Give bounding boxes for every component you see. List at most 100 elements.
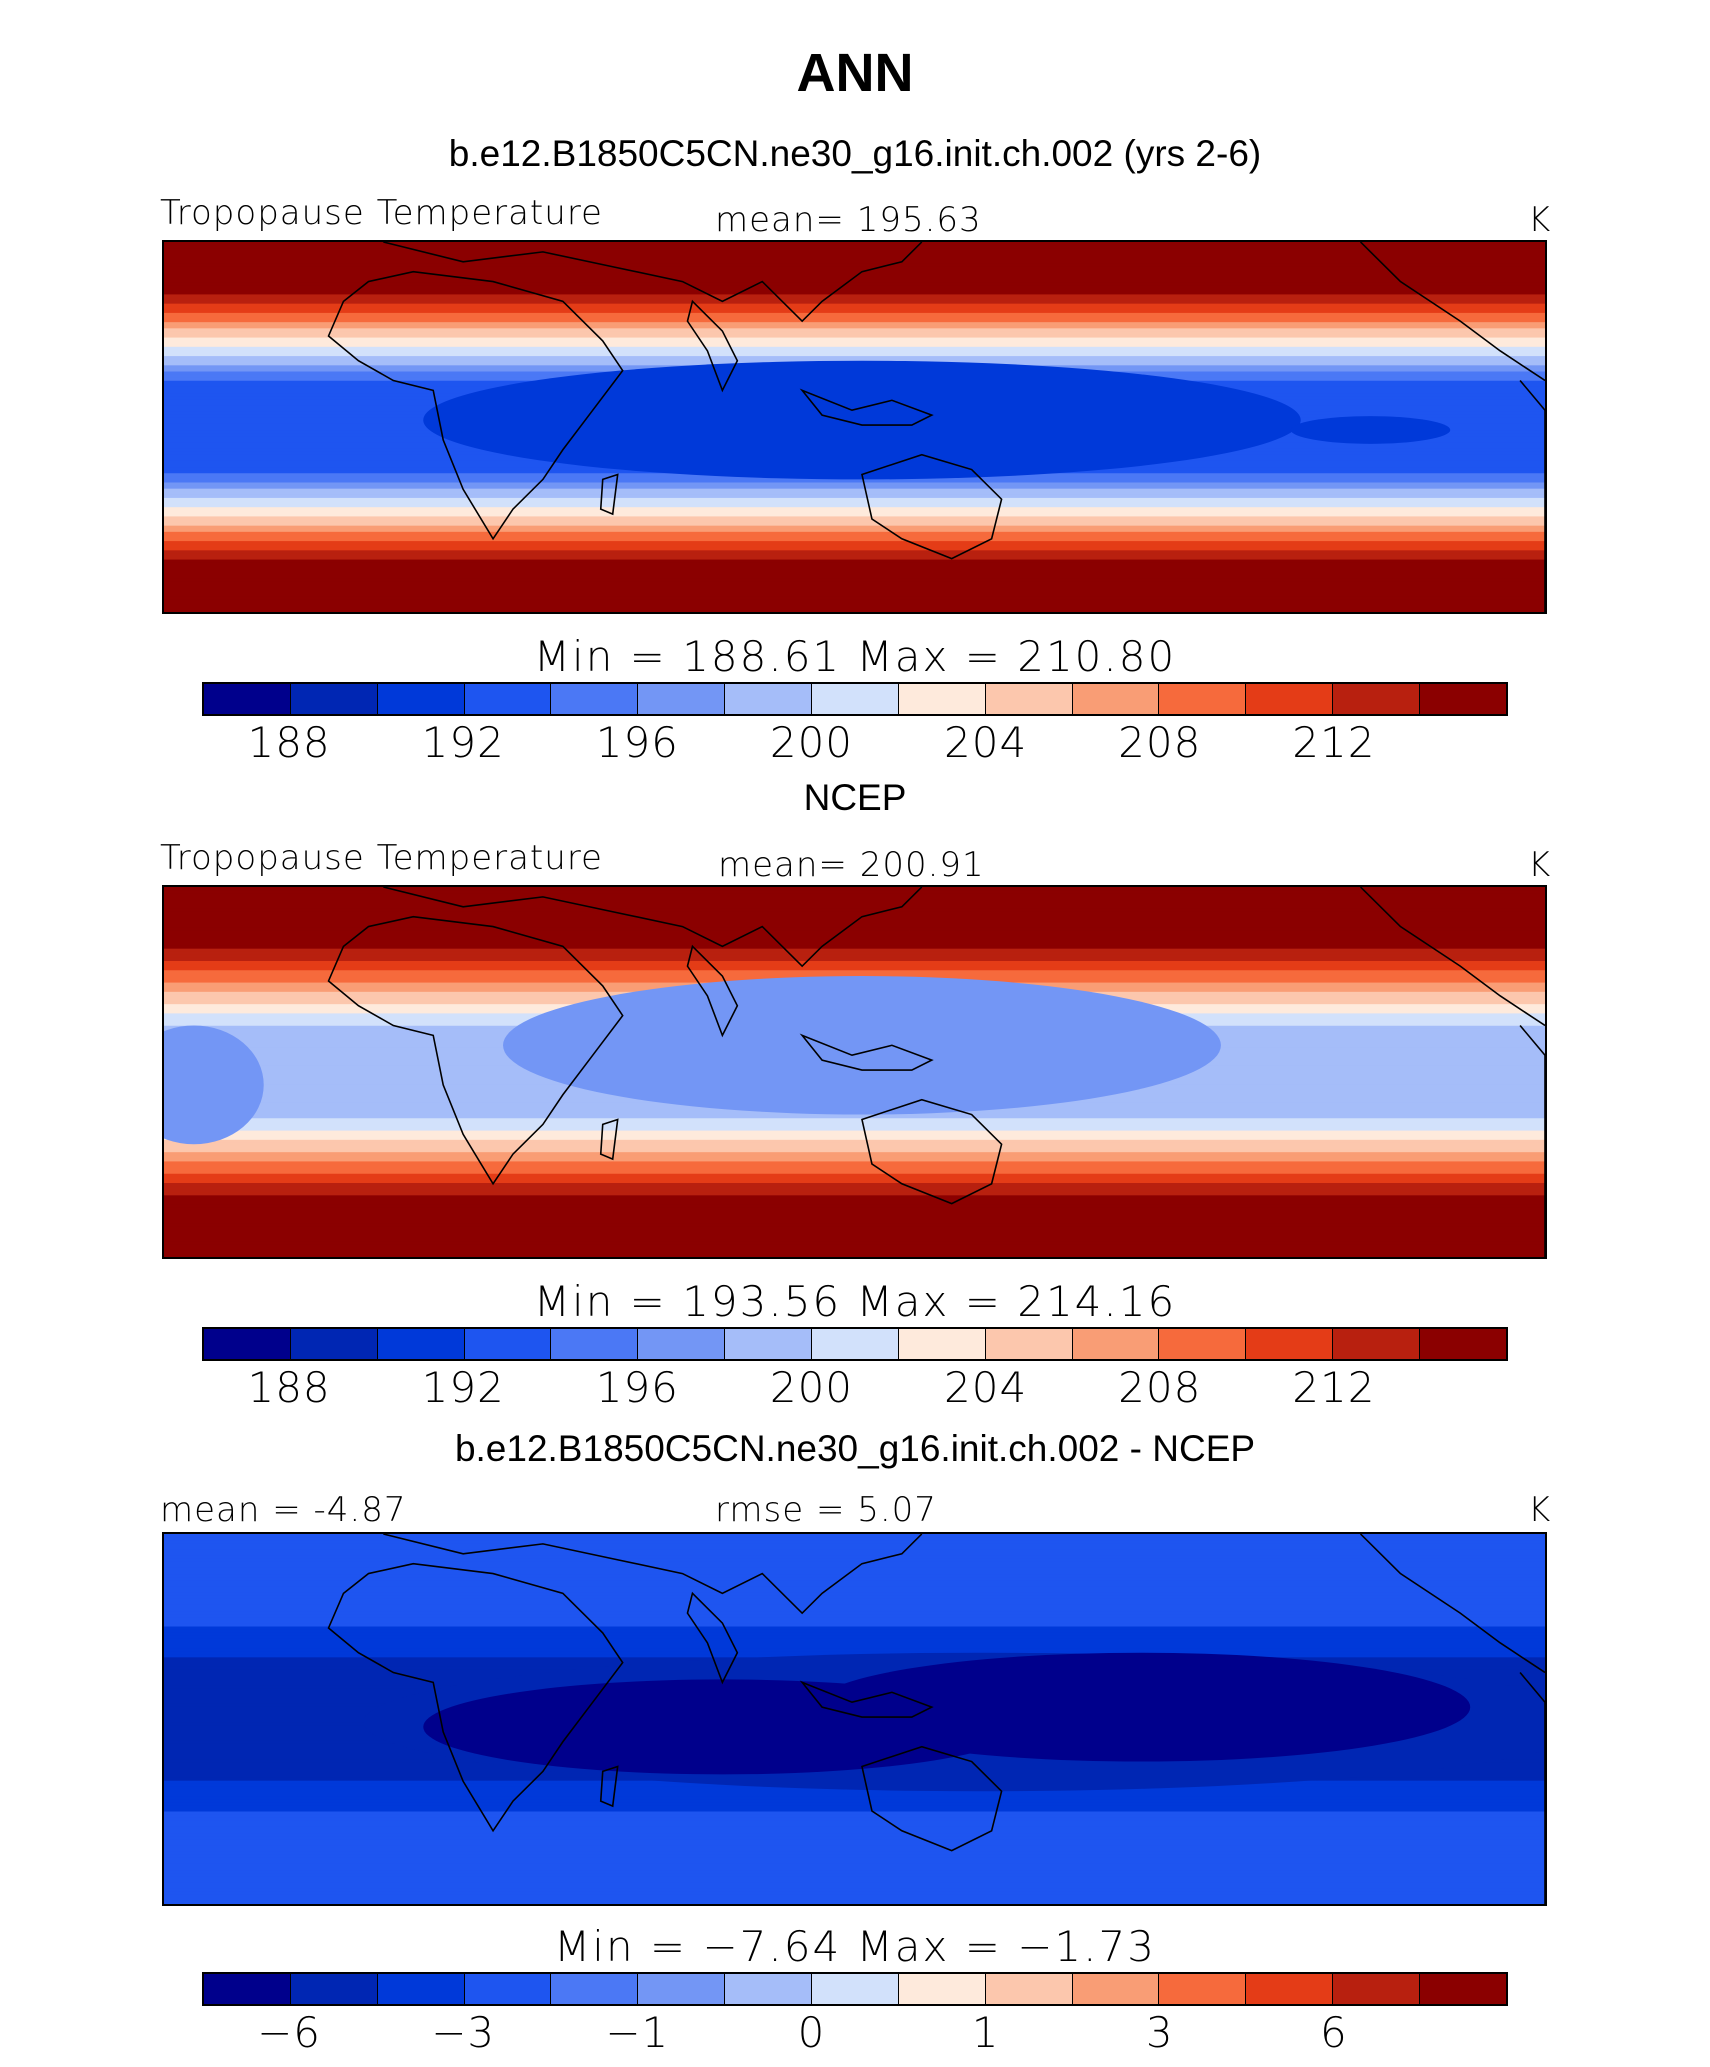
contour-band [164,279,1545,283]
contour-band [164,1534,1545,1538]
contour-band [164,1814,1545,1819]
contour-band [164,254,1545,259]
colorbar-box [464,1329,552,1359]
contour-band [164,1867,1545,1871]
contour-band [164,1571,1545,1575]
contour-band [164,507,1545,511]
colorbar-tick-label: 188 [247,718,331,767]
colorbar-box [985,1974,1073,2004]
panel-1-contour-map [164,242,1545,612]
contour-band [164,300,1545,305]
contour-band [164,1811,1545,1816]
contour-band [164,346,1545,351]
panel-2-variable-label: Tropopause Temperature [160,838,603,878]
contour-band [164,1651,1545,1655]
contour-band [164,964,1545,968]
colorbar-box [551,684,639,714]
contour-band [164,349,1545,354]
coastline [861,453,1003,560]
contour-band [164,1796,1545,1800]
contour-band [164,1879,1545,1884]
panel-3-mean-label: mean = -4.87 [160,1490,407,1530]
contour-band [164,1592,1545,1597]
panel-1-units-label: K [1528,200,1552,240]
contour-band [164,1216,1545,1221]
contour-band [164,602,1545,607]
colorbar-box [812,1329,899,1359]
contour-band [164,1161,1545,1166]
contour-band [164,1186,1545,1190]
coastline [799,1033,934,1071]
panel-1-map [162,240,1547,614]
colorbar-box [1072,1974,1160,2004]
contour-band [164,501,1545,505]
contour-band [164,890,1545,894]
coastline [383,1534,923,1615]
contour-band [164,1207,1545,1212]
contour-band [164,1537,1545,1541]
contour-band [164,1620,1545,1625]
colorbar-box [1246,1329,1334,1359]
colorbar-tick-label: 1 [971,2008,1000,2057]
colorbar-box [725,684,813,714]
contour-band [164,1888,1545,1893]
contour-band [164,905,1545,910]
contour-band [164,306,1545,311]
contour-band [164,1635,1545,1640]
contour-band [164,1601,1545,1606]
contour-band [164,522,1545,527]
contour-band [164,1598,1545,1603]
contour-band [164,970,1545,974]
contour-band [164,1648,1545,1652]
colorbar-box [1420,1974,1506,2004]
contour-band [164,917,1545,922]
contour-band [164,528,1545,533]
coastline [799,388,934,426]
contour-band [164,1253,1545,1257]
panel-3-colorbar [202,1972,1508,2006]
contour-band [164,309,1545,314]
contour-band [164,531,1545,536]
contour-band [164,1623,1545,1628]
contour-band [164,1873,1545,1877]
contour-band [164,1848,1545,1853]
contour-band [164,887,1545,891]
contour-band [164,242,1545,246]
contour-band [164,331,1545,336]
contour-band [164,291,1545,296]
colorbar-box [290,1974,378,2004]
contour-band [164,269,1545,274]
colorbar-box [204,684,291,714]
contour-band [164,948,1545,953]
contour-region [423,360,1301,480]
panel-2-mean-label: mean= 200.91 [718,845,985,885]
colorbar-box [1159,684,1247,714]
contour-band [164,1805,1545,1810]
colorbar-tick-label: 188 [247,1363,331,1412]
contour-region [503,976,1221,1115]
contour-band [164,1183,1545,1187]
contour-band [164,1808,1545,1813]
contour-band [164,1891,1545,1896]
contour-band [164,596,1545,601]
colorbar-box [204,1974,291,2004]
contour-band [164,1121,1545,1126]
coastline [1359,1534,1545,1674]
contour-band [164,1839,1545,1843]
contour-band [164,1793,1545,1797]
contour-band [164,510,1545,514]
contour-band [164,1555,1545,1560]
contour-band [164,575,1545,579]
contour-band [164,1860,1545,1865]
contour-band [164,519,1545,524]
panel-1-minmax: Min = 188.61 Max = 210.80 [533,632,1177,681]
coastline [1519,1671,1545,1904]
contour-band [164,1142,1545,1147]
colorbar-box [464,684,552,714]
contour-band [164,356,1545,360]
contour-band [164,605,1545,610]
colorbar-box [1420,1329,1506,1359]
contour-band [164,538,1545,542]
contour-band [164,911,1545,916]
contour-band [164,1250,1545,1255]
